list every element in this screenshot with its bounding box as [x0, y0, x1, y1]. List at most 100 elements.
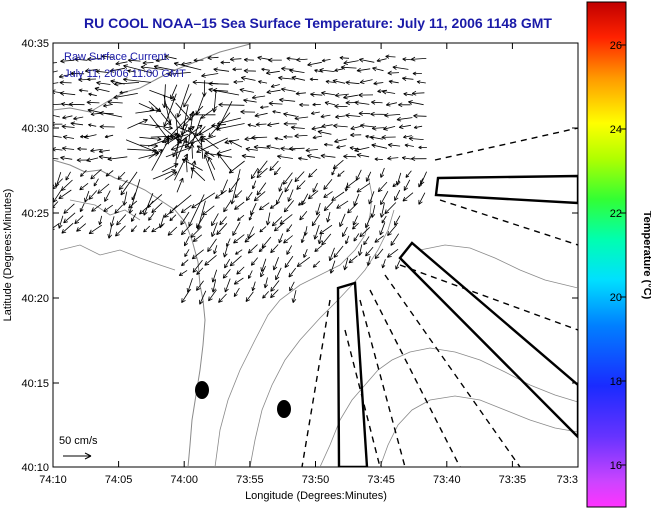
current-vector — [345, 235, 350, 245]
current-vector — [196, 215, 205, 229]
current-vector — [271, 216, 283, 227]
current-vector — [331, 191, 345, 201]
current-vector — [283, 112, 297, 117]
current-vector — [395, 260, 401, 270]
current-vector — [147, 200, 154, 209]
current-vector — [73, 116, 84, 121]
current-vector — [211, 213, 219, 227]
current-vector — [174, 133, 181, 168]
current-vector — [104, 134, 114, 139]
current-vector — [241, 153, 256, 159]
current-vector — [198, 125, 215, 136]
current-vector — [53, 114, 60, 118]
current-vector — [53, 157, 59, 160]
current-vector — [135, 107, 160, 114]
current-vector — [411, 90, 425, 96]
station-marker — [277, 400, 291, 418]
current-vector — [373, 81, 384, 86]
current-vector — [359, 57, 375, 63]
current-vectors — [53, 54, 427, 305]
current-vector — [155, 58, 167, 63]
current-vector — [220, 60, 230, 65]
current-vector — [95, 69, 110, 74]
current-vector — [349, 146, 360, 151]
x-tick-label: 73:40 — [433, 474, 461, 486]
current-vector — [53, 178, 63, 190]
current-vector — [247, 226, 254, 239]
current-vector — [90, 148, 102, 153]
current-vector — [236, 266, 245, 275]
scale-vector-label: 50 cm/s — [59, 435, 98, 447]
current-vector — [77, 146, 87, 151]
current-vector — [232, 67, 242, 72]
current-vector — [297, 156, 308, 161]
current-vector — [299, 102, 310, 107]
current-vector — [181, 61, 192, 66]
current-vector — [115, 225, 126, 237]
current-vector — [290, 125, 305, 130]
current-vector — [358, 92, 374, 98]
current-vector — [370, 100, 383, 105]
current-vector — [113, 81, 140, 87]
current-vector — [78, 88, 89, 93]
current-vector — [394, 215, 401, 226]
current-vector — [288, 146, 305, 152]
radar-beams — [336, 174, 578, 467]
depth-contour — [379, 395, 578, 467]
current-vector — [312, 182, 318, 193]
current-vector — [268, 101, 283, 106]
current-vector — [274, 136, 283, 141]
current-vector — [130, 225, 138, 233]
current-vector — [392, 65, 409, 70]
current-vector — [416, 80, 426, 84]
current-vector — [176, 177, 184, 193]
current-vector — [224, 258, 231, 269]
current-vector — [359, 79, 373, 84]
current-vector — [356, 182, 371, 193]
current-vector — [273, 166, 281, 176]
current-vector — [326, 211, 331, 223]
current-vector — [58, 189, 72, 200]
current-vector — [151, 223, 165, 233]
current-vector — [342, 226, 348, 238]
current-vector — [321, 91, 336, 96]
current-vector — [303, 226, 308, 236]
current-vector — [251, 94, 266, 100]
current-vector — [284, 255, 294, 268]
station-marker — [195, 381, 209, 399]
current-vector — [148, 213, 155, 221]
current-vector — [53, 222, 60, 230]
current-vector — [208, 87, 240, 96]
current-vector — [247, 123, 257, 128]
current-vector — [269, 202, 279, 209]
current-vector — [190, 226, 203, 238]
current-vector — [334, 92, 349, 98]
current-vector — [356, 152, 370, 158]
current-vector — [273, 222, 284, 232]
current-vector — [276, 154, 293, 160]
current-vector — [219, 216, 227, 226]
current-vector — [333, 123, 348, 129]
current-vector — [381, 134, 396, 140]
current-vector — [354, 100, 370, 106]
current-vector — [90, 169, 102, 180]
current-vector — [202, 205, 215, 216]
current-vector — [384, 202, 397, 215]
current-vector — [387, 142, 401, 148]
current-vector — [350, 132, 362, 138]
current-vector — [98, 215, 103, 226]
current-vector — [339, 213, 346, 228]
current-vector — [368, 191, 375, 205]
current-vector — [270, 244, 279, 254]
colorbar-label: Temperature (°C) — [641, 211, 651, 300]
current-vector — [143, 225, 151, 233]
current-vector — [345, 179, 358, 189]
current-vector — [289, 68, 305, 74]
current-vector — [70, 121, 84, 127]
current-vector — [163, 93, 177, 127]
current-vector — [240, 109, 256, 115]
current-vector — [401, 76, 414, 81]
current-vector — [256, 182, 267, 196]
current-vector — [83, 134, 97, 139]
current-vector — [320, 114, 331, 119]
